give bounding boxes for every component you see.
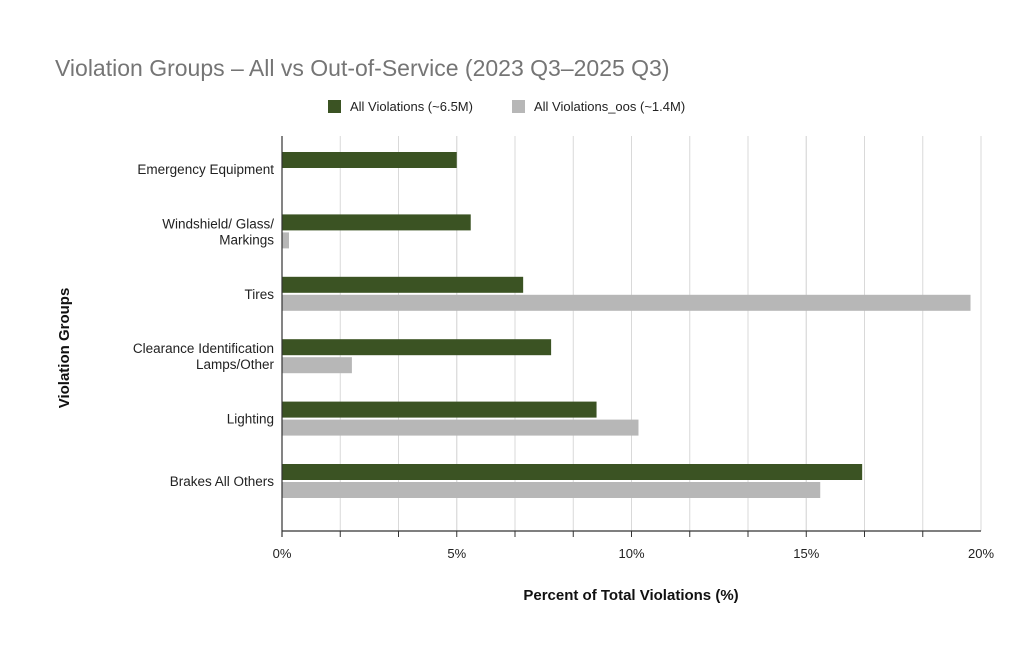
legend-swatch-all-violations bbox=[328, 100, 341, 113]
x-axis-title: Percent of Total Violations (%) bbox=[523, 587, 738, 604]
legend-swatch-oos-violations bbox=[512, 100, 525, 113]
bars bbox=[282, 152, 971, 498]
bar-oos-violations bbox=[282, 294, 971, 311]
category-label: Windshield/ Glass/Markings bbox=[162, 216, 274, 247]
legend-label-all-violations: All Violations (~6.5M) bbox=[350, 99, 473, 114]
x-tick-label: 10% bbox=[618, 546, 644, 561]
category-label: Brakes All Others bbox=[170, 474, 275, 489]
y-axis-title: Violation Groups bbox=[56, 288, 73, 409]
category-label-line: Windshield/ Glass/ bbox=[162, 216, 274, 231]
category-label-line: Tires bbox=[245, 287, 275, 302]
category-label: Clearance Identification Lamps/Other bbox=[133, 341, 275, 372]
legend-label-oos-violations: All Violations_oos (~1.4M) bbox=[534, 99, 685, 114]
bar-all-violations bbox=[282, 276, 524, 293]
x-tick-label: 5% bbox=[447, 546, 466, 561]
category-label: Tires bbox=[245, 287, 275, 302]
bar-all-violations bbox=[282, 152, 457, 168]
bar-all-violations bbox=[282, 464, 863, 480]
category-label-line: Lighting bbox=[227, 412, 274, 427]
bar-oos-violations bbox=[282, 357, 352, 374]
bar-all-violations bbox=[282, 339, 552, 356]
y-axis-category-labels: Emergency Equipment Windshield/ Glass/Mar… bbox=[133, 162, 275, 489]
x-tick-label: 15% bbox=[793, 546, 819, 561]
category-label-line: Clearance Identification bbox=[133, 341, 274, 356]
legend: All Violations (~6.5M) All Violations_oo… bbox=[328, 99, 685, 114]
category-label-line: Lamps/Other bbox=[196, 357, 275, 372]
x-tick-label: 20% bbox=[968, 546, 994, 561]
category-label-line: Emergency Equipment bbox=[137, 162, 274, 177]
category-label: Emergency Equipment bbox=[137, 162, 274, 177]
category-label-line: Markings bbox=[219, 232, 274, 247]
x-axis: 0% 5% 10% 15% 20% bbox=[273, 136, 994, 561]
bar-all-violations bbox=[282, 401, 597, 418]
category-label-line: Brakes All Others bbox=[170, 474, 275, 489]
bar-oos-violations bbox=[282, 232, 289, 249]
category-label: Lighting bbox=[227, 412, 274, 427]
bar-all-violations bbox=[282, 214, 471, 231]
x-tick-label: 0% bbox=[273, 546, 292, 561]
bar-oos-violations bbox=[282, 419, 639, 436]
bar-oos-violations bbox=[282, 482, 821, 498]
chart-title: Violation Groups – All vs Out-of-Service… bbox=[55, 55, 670, 81]
